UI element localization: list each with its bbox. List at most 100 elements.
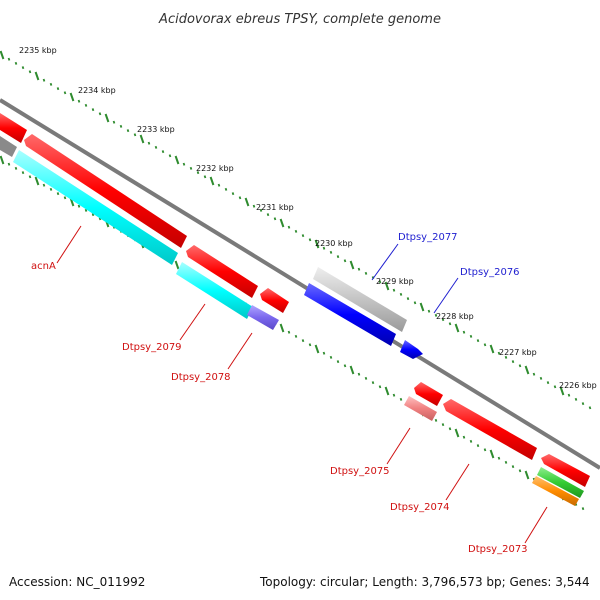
inner-scale-tick [49,187,53,191]
outer-scale-tick [483,343,487,347]
outer-scale-tick [154,145,158,149]
outer-scale-tick [378,280,382,284]
outer-scale-tick [244,197,250,207]
outer-scale-tick [441,318,445,322]
leader-dtpsy-2075 [386,427,411,465]
outer-scale-tick [273,217,277,221]
gene-dtpsy-2078[interactable] [176,262,253,319]
gene-red-small[interactable] [260,288,289,313]
gene-label-dtpsy-2078[interactable]: Dtpsy_2078 [171,372,231,383]
outer-scale-tick [182,162,186,166]
outer-scale-tick [259,208,263,212]
gene-label-dtpsy-2075[interactable]: Dtpsy_2075 [330,466,390,477]
outer-scale-tick [287,225,291,229]
outer-scale-tick [553,385,557,389]
scale-labels: 2235 kbp 2234 kbp 2233 kbp 2232 kbp 2231… [19,46,597,390]
outer-scale-tick [21,66,25,70]
inner-scale-tick [28,175,32,179]
outer-scale-tick [539,376,543,380]
inner-scale-tick [42,183,46,187]
genome-summary-text: Topology: circular; Length: 3,796,573 bp… [260,575,590,589]
outer-scale-tick [63,91,67,95]
gene-acna[interactable] [24,134,187,248]
outer-scale-tick [56,87,60,91]
leader-dtpsy-2074 [445,463,470,501]
gene-label-dtpsy-2077[interactable]: Dtpsy_2077 [398,232,458,243]
inner-scale-tick [364,376,368,380]
inner-scale-tick [462,435,466,439]
outer-scale-tick [448,322,452,326]
outer-scale-tick [406,297,410,301]
gene-dtpsy-2075-a[interactable] [414,382,443,406]
gene-dtpsy-2077[interactable] [313,267,407,332]
leader-dtpsy-2079 [179,303,206,341]
outer-scale-tick [133,133,137,137]
outer-scale-tick [559,386,565,396]
outer-scale-tick [126,129,130,133]
leader-acna [56,225,82,264]
gene-dtpsy-2075[interactable] [404,396,437,421]
genome-backbone [0,98,600,470]
outer-scale-tick [209,176,215,186]
outer-scale-tick [203,175,207,179]
outer-scale-tick [384,281,390,291]
gene-label-dtpsy-2079[interactable]: Dtpsy_2079 [122,342,182,353]
outer-scale-tick [224,187,228,191]
outer-scale-tick [28,70,32,74]
outer-scale-tick [266,213,270,217]
outer-scale-tick [252,204,256,208]
gene-label-dtpsy-2073[interactable]: Dtpsy_2073 [468,544,528,555]
inner-scale-tick [399,397,403,401]
inner-scale-tick [308,343,312,347]
gene-dtpsy-2078-part[interactable] [247,305,279,330]
gene-red-mid[interactable] [186,245,258,298]
gene-dtpsy-2074[interactable] [443,399,537,460]
inner-scale-tick [301,339,305,343]
outer-scale-tick [489,344,495,354]
gene-dtpsy-2076-arrow[interactable] [400,340,423,359]
reverse-strand-features [0,113,590,506]
forward-strand-features [304,267,423,359]
inner-scale-tick [378,385,382,389]
map-title: Acidovorax ebreus TPSY, complete genome [158,12,441,27]
gene-dtpsy-2076[interactable] [304,283,396,346]
inner-scale-tick [434,418,438,422]
gene-left-edge-gray[interactable] [0,136,17,157]
inner-scale-tick [518,469,522,473]
inner-scale-tick [384,386,390,396]
outer-scale-tick [462,330,466,334]
gene-dtpsy-2079[interactable] [13,150,178,265]
inner-scale-tick [294,334,298,338]
outer-scale-tick [434,313,438,317]
gene-label-acna[interactable]: acnA [31,261,56,272]
inner-scale-tick [34,176,40,186]
scale-label-2231: 2231 kbp [256,203,294,212]
outer-scale-tick [91,108,95,112]
outer-scale-tick [476,339,480,343]
outer-scale-tick [231,192,235,196]
outer-scale-tick [427,309,431,313]
outer-scale-tick [413,301,417,305]
scale-label-2233: 2233 kbp [137,125,175,134]
inner-scale-tick [357,372,361,376]
leader-dtpsy-2078 [227,332,253,370]
gene-label-dtpsy-2074[interactable]: Dtpsy_2074 [390,502,450,513]
inner-scale-tick [489,449,495,459]
inner-scale-tick [524,470,530,480]
outer-scale-tick [314,239,320,249]
outer-scale-tick [336,255,340,259]
leader-dtpsy-2076 [433,277,459,314]
inner-scale-tick [329,355,333,359]
outer-scale-tick [301,234,305,238]
inner-scale-tick [511,465,515,469]
gene-red-right[interactable] [541,454,590,487]
outer-scale-tick [7,57,11,61]
gene-dtpsy-2073-green[interactable] [537,467,584,498]
gene-label-dtpsy-2076[interactable]: Dtpsy_2076 [460,267,520,278]
gene-dtpsy-2073[interactable] [532,476,579,506]
scale-label-2226: 2226 kbp [559,381,597,390]
gene-left-edge[interactable] [0,113,27,143]
outer-scale-tick [49,82,53,86]
outer-scale-tick [279,218,285,228]
